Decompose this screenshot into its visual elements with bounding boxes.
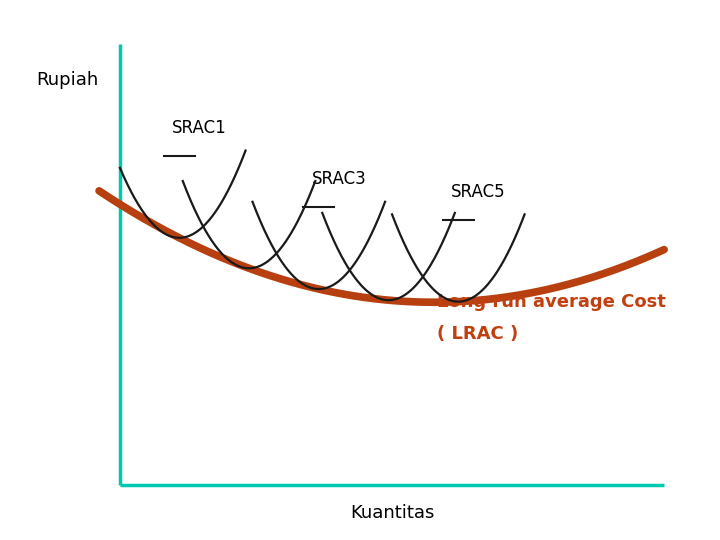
Text: Long run average Cost: Long run average Cost — [437, 293, 666, 310]
Text: ( LRAC ): ( LRAC ) — [437, 325, 518, 343]
Text: SRAC3: SRAC3 — [312, 170, 366, 188]
Text: SRAC1: SRAC1 — [172, 119, 227, 137]
Text: Rupiah: Rupiah — [36, 71, 99, 89]
Text: Kuantitas: Kuantitas — [350, 504, 434, 523]
Text: SRAC5: SRAC5 — [451, 183, 506, 201]
